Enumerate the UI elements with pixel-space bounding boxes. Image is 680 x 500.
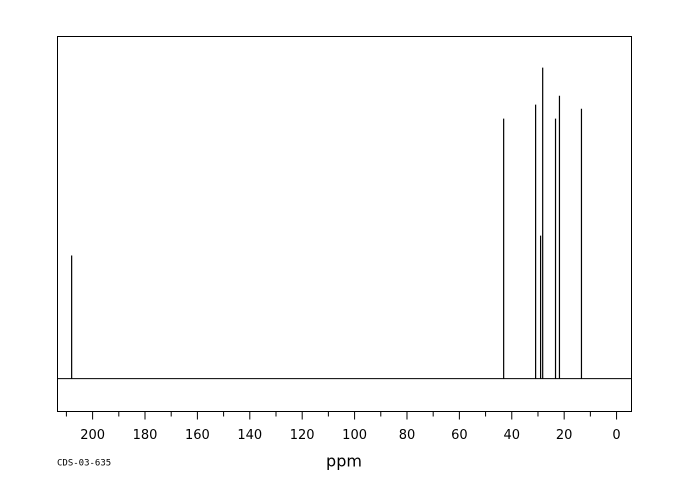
plot-frame: [57, 36, 632, 412]
x-tick-label: 140: [237, 428, 262, 443]
x-axis-label: ppm: [326, 452, 362, 471]
x-tick-label: 60: [451, 428, 468, 443]
x-tick-label: 120: [290, 428, 315, 443]
x-tick-label: 100: [342, 428, 367, 443]
x-tick-label: 40: [504, 428, 521, 443]
x-tick-label: 200: [80, 428, 105, 443]
x-tick-label: 160: [185, 428, 210, 443]
x-tick-label: 20: [556, 428, 573, 443]
x-tick-label: 180: [133, 428, 158, 443]
note: CDS-03-635: [57, 459, 111, 469]
x-tick-label: 80: [399, 428, 416, 443]
x-tick-label: 0: [612, 428, 620, 443]
